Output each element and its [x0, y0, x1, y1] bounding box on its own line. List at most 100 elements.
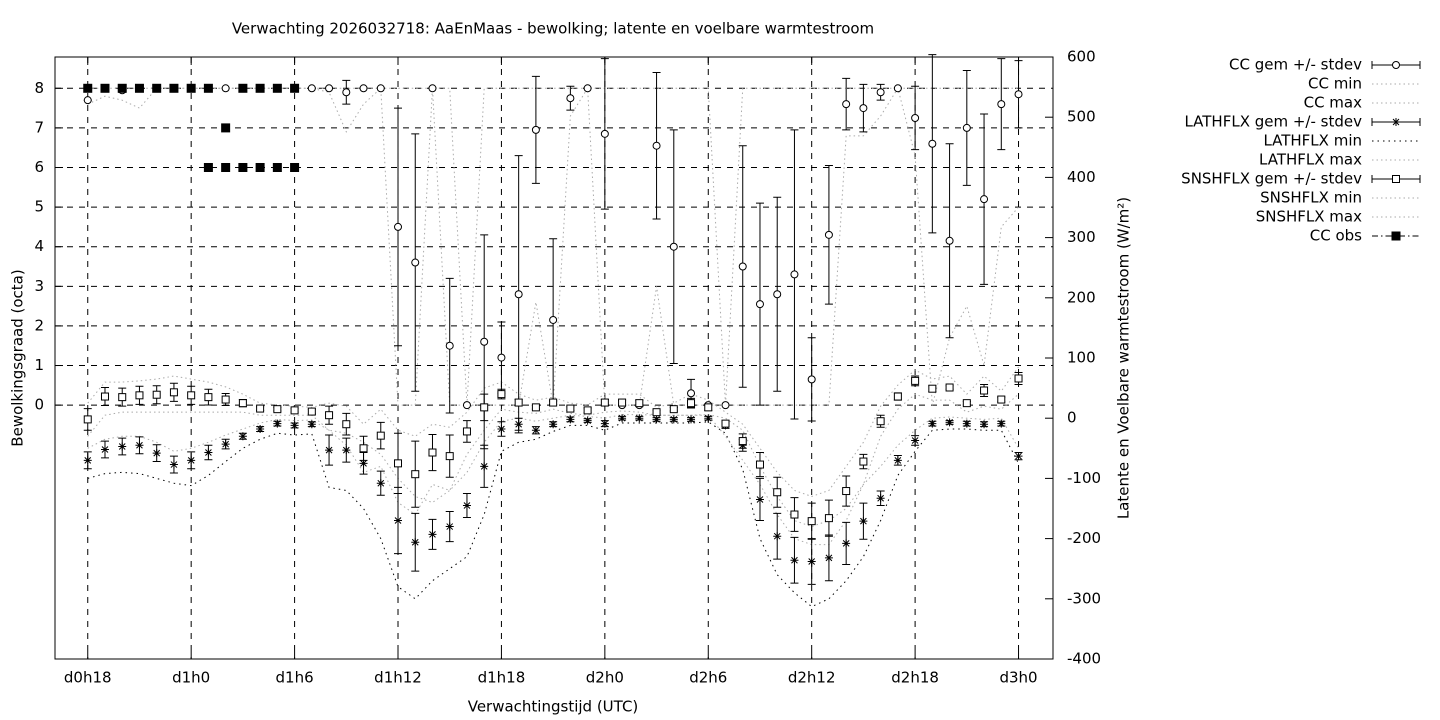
marker-asterisk — [980, 420, 989, 429]
marker-asterisk — [497, 425, 506, 434]
y-tick-label: 0 — [34, 396, 44, 414]
marker-square — [118, 393, 127, 402]
marker-square — [514, 398, 523, 407]
marker-asterisk — [83, 456, 92, 465]
marker-square — [687, 399, 696, 408]
y2-tick-label: 0 — [1067, 409, 1077, 427]
y2-tick-label: -400 — [1067, 650, 1101, 668]
marker-square — [273, 405, 282, 414]
marker-asterisk — [100, 445, 109, 454]
y2-tick-label: -300 — [1067, 589, 1101, 607]
y-tick-label: 3 — [34, 277, 44, 295]
marker-circle — [480, 337, 489, 346]
marker-circle — [859, 104, 868, 113]
x-axis-label: Verwachtingstijd (UTC) — [468, 698, 639, 716]
marker-circle — [721, 401, 730, 410]
marker-filled-square — [83, 83, 93, 93]
marker-filled-square — [255, 83, 265, 93]
marker-circle — [928, 139, 937, 148]
marker-square — [359, 444, 368, 453]
legend-label: CC max — [1304, 94, 1363, 112]
marker-asterisk — [859, 517, 868, 526]
marker-asterisk — [462, 501, 471, 510]
marker-asterisk — [359, 459, 368, 468]
marker-circle — [773, 290, 782, 299]
marker-square — [773, 488, 782, 497]
marker-square — [583, 406, 592, 415]
marker-square — [911, 376, 920, 385]
marker-circle — [842, 100, 851, 109]
range-line — [87, 393, 1019, 546]
marker-asterisk — [394, 516, 403, 525]
marker-circle — [583, 84, 592, 93]
marker-circle — [359, 84, 368, 93]
y-tick-label: 2 — [34, 316, 44, 334]
marker-filled-square — [1391, 231, 1401, 241]
marker-square — [669, 405, 678, 414]
marker-circle — [411, 258, 420, 267]
marker-circle — [687, 389, 696, 398]
legend-sample — [1371, 61, 1421, 69]
marker-circle — [307, 84, 316, 93]
marker-filled-square — [186, 83, 196, 93]
legend-sample — [1371, 118, 1421, 126]
legend-label: SNSHFLX max — [1256, 208, 1362, 226]
marker-square — [100, 392, 109, 401]
marker-asterisk — [928, 419, 937, 428]
marker-square — [928, 384, 937, 393]
marker-square — [618, 398, 627, 407]
marker-asterisk — [1392, 118, 1400, 126]
marker-asterisk — [221, 440, 230, 449]
marker-circle — [807, 375, 816, 384]
marker-square — [824, 514, 833, 523]
x-tick-label: d1h12 — [374, 669, 422, 687]
y2-tick-label: 300 — [1067, 228, 1096, 246]
marker-square — [600, 398, 609, 407]
plot-frame — [54, 56, 1054, 660]
marker-circle — [824, 230, 833, 239]
marker-asterisk — [773, 532, 782, 541]
marker-square — [1392, 175, 1400, 183]
marker-square — [325, 411, 334, 420]
x-tick-label: d2h6 — [689, 669, 727, 687]
y2-axis-label: Latente en Voelbare warmtestroom (W/m²) — [1115, 197, 1133, 519]
marker-square — [790, 510, 799, 519]
marker-square — [497, 390, 506, 399]
marker-filled-square — [117, 83, 127, 93]
marker-asterisk — [566, 415, 575, 424]
marker-square — [238, 399, 247, 408]
legend-label: SNSHFLX gem +/- stdev — [1181, 170, 1362, 188]
y-axis-label: Bewolkingsgraad (octa) — [9, 269, 27, 446]
marker-filled-square — [290, 83, 300, 93]
marker-square — [962, 399, 971, 408]
marker-circle — [342, 88, 351, 97]
marker-square — [842, 487, 851, 496]
marker-square — [566, 404, 575, 413]
marker-square — [394, 459, 403, 468]
marker-circle — [445, 341, 454, 350]
marker-circle — [531, 125, 540, 134]
chart-title: Verwachting 2026032718: AaEnMaas - bewol… — [232, 20, 874, 38]
marker-asterisk — [704, 414, 713, 423]
marker-circle — [893, 84, 902, 93]
marker-asterisk — [273, 419, 282, 428]
legend-label: CC gem +/- stdev — [1229, 56, 1362, 74]
marker-circle — [394, 222, 403, 231]
marker-square — [480, 403, 489, 412]
marker-asterisk — [962, 419, 971, 428]
marker-asterisk — [549, 420, 558, 429]
marker-filled-square — [134, 83, 144, 93]
range-line — [87, 86, 1019, 406]
marker-square — [531, 403, 540, 412]
marker-asterisk — [807, 557, 816, 566]
marker-asterisk — [635, 414, 644, 423]
x-tick-label: d0h18 — [64, 669, 112, 687]
marker-asterisk — [307, 420, 316, 429]
marker-square — [169, 388, 178, 397]
marker-filled-square — [238, 162, 248, 172]
marker-square — [945, 383, 954, 392]
marker-filled-square — [238, 83, 248, 93]
marker-asterisk — [445, 522, 454, 531]
marker-asterisk — [583, 416, 592, 425]
